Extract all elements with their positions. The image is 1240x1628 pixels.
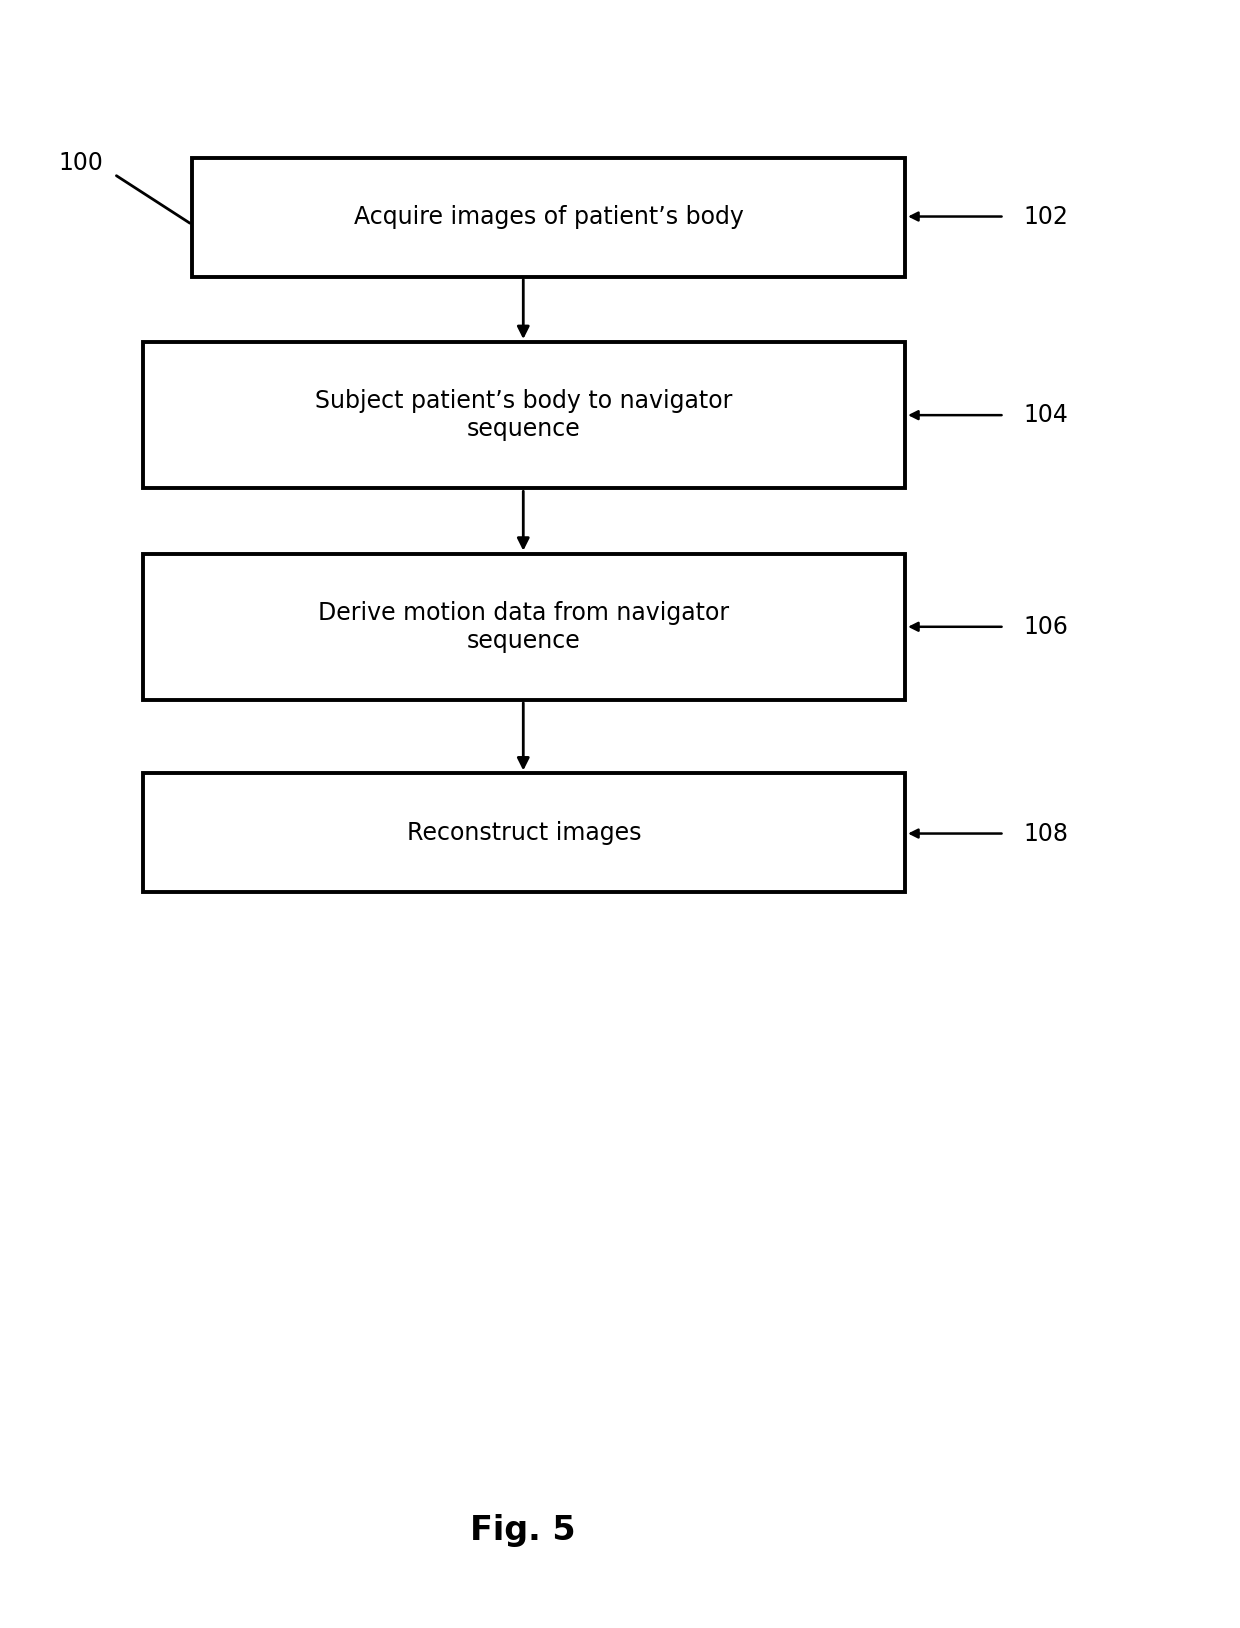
Text: Subject patient’s body to navigator
sequence: Subject patient’s body to navigator sequ…: [315, 389, 733, 441]
FancyBboxPatch shape: [143, 342, 905, 488]
Text: 102: 102: [1023, 205, 1068, 228]
Text: 106: 106: [1023, 615, 1068, 638]
FancyBboxPatch shape: [143, 773, 905, 892]
Text: 108: 108: [1023, 822, 1068, 845]
Text: 104: 104: [1023, 404, 1068, 427]
Text: Acquire images of patient’s body: Acquire images of patient’s body: [353, 205, 744, 230]
Text: Reconstruct images: Reconstruct images: [407, 821, 641, 845]
Text: Fig. 5: Fig. 5: [470, 1514, 577, 1547]
FancyBboxPatch shape: [192, 158, 905, 277]
Text: 100: 100: [58, 151, 103, 174]
FancyBboxPatch shape: [143, 554, 905, 700]
Text: Derive motion data from navigator
sequence: Derive motion data from navigator sequen…: [319, 601, 729, 653]
